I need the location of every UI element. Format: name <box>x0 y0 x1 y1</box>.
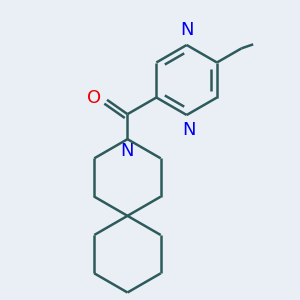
Text: O: O <box>87 89 101 107</box>
Text: N: N <box>121 142 134 160</box>
Text: N: N <box>180 21 194 39</box>
Text: N: N <box>183 121 196 139</box>
